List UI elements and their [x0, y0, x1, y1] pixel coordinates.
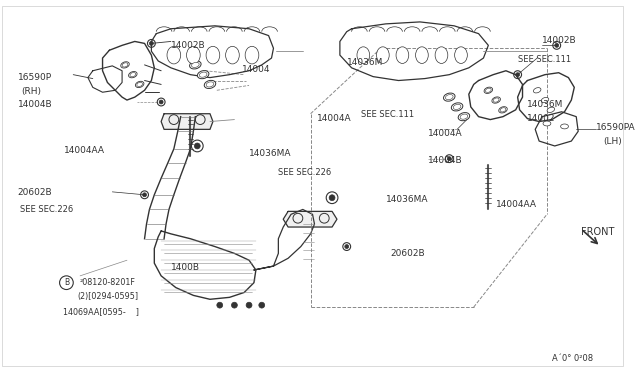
- Text: (LH): (LH): [604, 137, 622, 146]
- Text: 16590P: 16590P: [17, 73, 52, 82]
- Ellipse shape: [186, 46, 200, 64]
- Ellipse shape: [547, 107, 555, 112]
- Circle shape: [246, 302, 252, 308]
- Text: 14036M: 14036M: [527, 100, 564, 109]
- Ellipse shape: [541, 97, 548, 103]
- Text: 14002B: 14002B: [542, 36, 577, 45]
- Ellipse shape: [499, 107, 508, 113]
- Ellipse shape: [533, 88, 541, 93]
- Ellipse shape: [454, 47, 467, 64]
- Ellipse shape: [206, 46, 220, 64]
- Circle shape: [259, 302, 265, 308]
- Ellipse shape: [226, 46, 239, 64]
- Text: 14004: 14004: [242, 65, 271, 74]
- Text: 20602B: 20602B: [17, 188, 52, 197]
- Polygon shape: [284, 211, 337, 227]
- Ellipse shape: [204, 80, 216, 89]
- Ellipse shape: [493, 98, 499, 102]
- Text: SEE SEC.226: SEE SEC.226: [20, 205, 73, 214]
- Ellipse shape: [543, 121, 551, 126]
- Circle shape: [447, 157, 451, 161]
- Ellipse shape: [415, 47, 428, 64]
- Polygon shape: [161, 114, 213, 129]
- Circle shape: [159, 100, 163, 104]
- Text: (2)[0294-0595]: (2)[0294-0595]: [77, 292, 138, 301]
- Ellipse shape: [486, 88, 491, 92]
- Ellipse shape: [189, 61, 201, 69]
- Ellipse shape: [445, 94, 453, 100]
- Ellipse shape: [458, 113, 470, 121]
- Ellipse shape: [444, 93, 455, 101]
- Ellipse shape: [129, 71, 137, 78]
- Circle shape: [345, 245, 349, 248]
- Ellipse shape: [197, 71, 209, 79]
- Text: SEE SEC.111: SEE SEC.111: [362, 110, 415, 119]
- Ellipse shape: [451, 103, 463, 111]
- Circle shape: [516, 73, 520, 77]
- Text: 14004A: 14004A: [317, 114, 352, 123]
- Circle shape: [555, 44, 559, 47]
- Ellipse shape: [484, 87, 493, 93]
- Ellipse shape: [460, 114, 468, 119]
- Circle shape: [60, 276, 73, 289]
- Ellipse shape: [561, 124, 568, 129]
- Circle shape: [232, 302, 237, 308]
- Text: 14004A: 14004A: [428, 129, 463, 138]
- Ellipse shape: [357, 47, 370, 64]
- Text: (RH): (RH): [22, 87, 42, 96]
- Text: SEE SEC.226: SEE SEC.226: [278, 169, 332, 177]
- Text: 14036M: 14036M: [347, 58, 383, 67]
- Text: FRONT: FRONT: [581, 227, 614, 237]
- Text: ²08120-8201F: ²08120-8201F: [80, 278, 136, 287]
- Ellipse shape: [122, 63, 128, 67]
- Ellipse shape: [167, 46, 180, 64]
- Text: 14004AA: 14004AA: [496, 200, 537, 209]
- Text: 20602B: 20602B: [390, 248, 426, 257]
- Circle shape: [149, 41, 154, 45]
- Circle shape: [329, 195, 335, 201]
- Text: 14004B: 14004B: [17, 100, 52, 109]
- Ellipse shape: [376, 47, 389, 64]
- Ellipse shape: [435, 47, 448, 64]
- Text: A´0° 0²08: A´0° 0²08: [552, 354, 593, 363]
- Ellipse shape: [137, 82, 143, 87]
- Text: 14036MA: 14036MA: [386, 195, 428, 204]
- Ellipse shape: [199, 72, 207, 77]
- Ellipse shape: [191, 62, 199, 67]
- Text: 14069AA[0595-    ]: 14069AA[0595- ]: [63, 307, 140, 316]
- Ellipse shape: [245, 46, 259, 64]
- Text: 14004B: 14004B: [428, 156, 463, 165]
- Ellipse shape: [206, 82, 214, 87]
- Ellipse shape: [130, 73, 136, 77]
- Circle shape: [195, 143, 200, 149]
- Text: 1400B: 1400B: [171, 263, 200, 272]
- Ellipse shape: [136, 81, 144, 87]
- Ellipse shape: [121, 62, 129, 68]
- Ellipse shape: [500, 108, 506, 112]
- Circle shape: [143, 193, 147, 197]
- Text: 16590PA: 16590PA: [596, 124, 636, 132]
- Text: SEE SEC.111: SEE SEC.111: [518, 55, 571, 64]
- Circle shape: [217, 302, 223, 308]
- Ellipse shape: [492, 97, 500, 103]
- Text: 14036MA: 14036MA: [249, 149, 292, 158]
- Text: 14002: 14002: [527, 114, 556, 123]
- Ellipse shape: [453, 104, 461, 109]
- Text: B: B: [64, 278, 69, 287]
- Ellipse shape: [396, 47, 409, 64]
- Text: 14002B: 14002B: [171, 41, 205, 51]
- Text: 14004AA: 14004AA: [63, 146, 104, 155]
